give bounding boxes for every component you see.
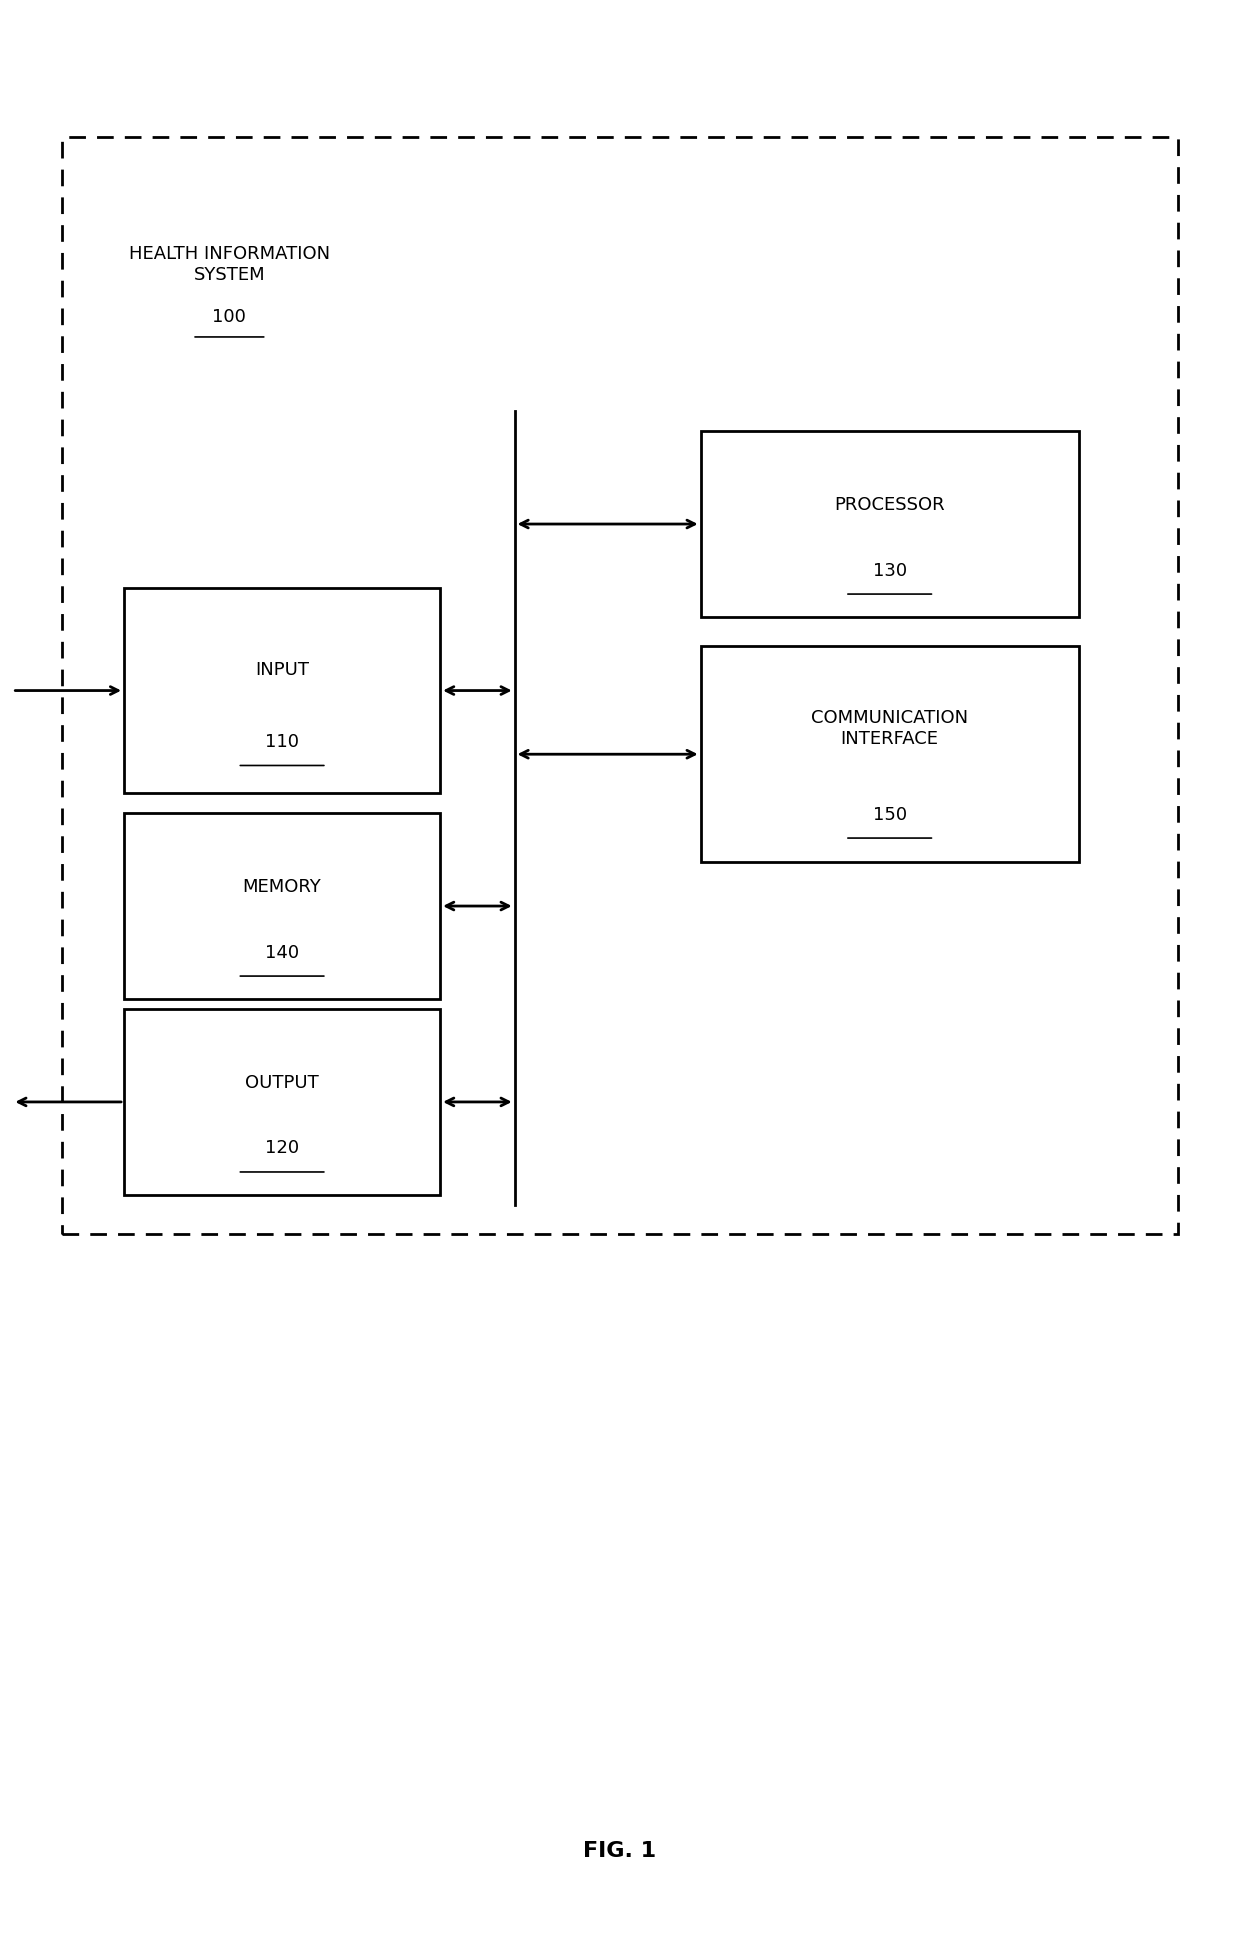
Text: FIG. 1: FIG. 1 bbox=[584, 1841, 656, 1861]
Text: 100: 100 bbox=[212, 308, 247, 327]
Text: OUTPUT: OUTPUT bbox=[246, 1074, 319, 1093]
Text: COMMUNICATION
INTERFACE: COMMUNICATION INTERFACE bbox=[811, 709, 968, 748]
FancyBboxPatch shape bbox=[701, 431, 1079, 617]
Text: 140: 140 bbox=[265, 944, 299, 962]
Text: 150: 150 bbox=[873, 805, 906, 823]
Text: HEALTH INFORMATION
SYSTEM: HEALTH INFORMATION SYSTEM bbox=[129, 245, 330, 284]
Text: INPUT: INPUT bbox=[255, 660, 309, 680]
FancyBboxPatch shape bbox=[124, 588, 440, 793]
Text: 110: 110 bbox=[265, 733, 299, 750]
Text: PROCESSOR: PROCESSOR bbox=[835, 496, 945, 515]
FancyBboxPatch shape bbox=[124, 1009, 440, 1195]
FancyBboxPatch shape bbox=[124, 813, 440, 999]
Text: 130: 130 bbox=[873, 562, 906, 580]
Text: MEMORY: MEMORY bbox=[243, 878, 321, 897]
FancyBboxPatch shape bbox=[701, 646, 1079, 862]
Text: 120: 120 bbox=[265, 1140, 299, 1158]
